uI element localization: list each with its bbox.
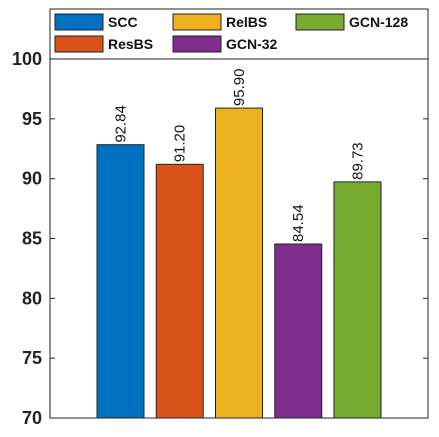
y-tick-label: 100: [12, 49, 42, 69]
data-label-scc: 92.84: [113, 105, 130, 143]
legend-swatch-gcn-128: [295, 13, 345, 31]
legend: SCC ResBS RelBS GCN-32 GCN-128: [49, 8, 429, 60]
legend-label-scc: SCC: [108, 14, 138, 30]
legend-box: [49, 8, 429, 60]
bar-gcn-128: [333, 181, 382, 419]
data-label-relbs: 95.90: [231, 69, 248, 107]
legend-swatch-resbs: [54, 35, 104, 53]
legend-label-resbs: ResBS: [108, 36, 153, 52]
legend-swatch-gcn-32: [172, 35, 222, 53]
y-tick-label: 70: [22, 408, 42, 428]
data-label-gcn-32: 84.54: [290, 204, 307, 242]
legend-label-gcn-32: GCN-32: [226, 36, 278, 52]
bar-resbs: [155, 163, 204, 419]
y-tick-label: 80: [22, 288, 42, 308]
bar-relbs: [215, 107, 263, 419]
y-tick-label: 85: [22, 229, 42, 249]
y-tick-label: 75: [22, 348, 42, 368]
bar-scc: [96, 144, 145, 419]
legend-swatch-scc: [54, 13, 104, 31]
legend-swatch-relbs: [172, 13, 222, 31]
data-label-resbs: 91.20: [172, 125, 189, 163]
bars-group: [96, 107, 382, 419]
data-labels-group: 92.84 91.20 95.90 84.54 89.73: [113, 69, 367, 242]
data-label-gcn-128: 89.73: [350, 142, 367, 180]
y-tick-label: 90: [22, 169, 42, 189]
y-axis-ticks: 70 75 80 85 90 95 100: [12, 49, 428, 428]
legend-label-relbs: RelBS: [226, 14, 267, 30]
y-tick-label: 95: [22, 109, 42, 129]
bar-gcn-32: [274, 243, 323, 419]
legend-label-gcn-128: GCN-128: [349, 14, 408, 30]
